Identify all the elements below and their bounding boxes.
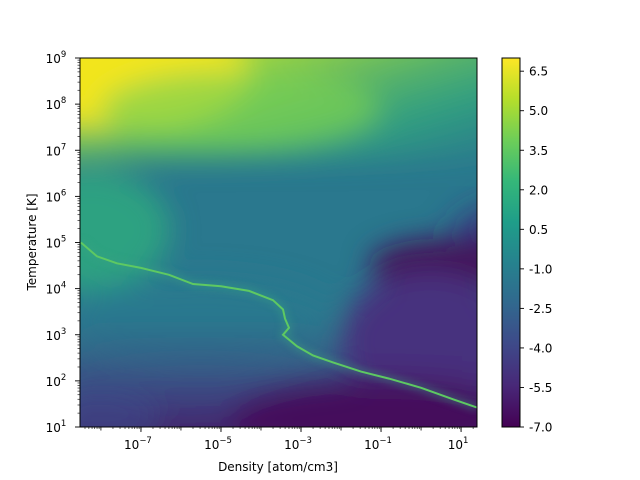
x-axis: 10−7 10−5 10−3 10−1 101 xyxy=(84,427,474,452)
x-tick-label: 10−5 xyxy=(204,436,232,452)
y-tick-label: 109 xyxy=(46,50,67,66)
colorbar-tick-label: 6.5 xyxy=(529,65,548,79)
y-tick-label: 107 xyxy=(46,142,67,158)
colorbar-tick-label: -1.0 xyxy=(529,262,552,276)
y-tick-label: 102 xyxy=(46,373,67,389)
colorbar-tick-label: -2.5 xyxy=(529,302,552,316)
y-tick-label: 108 xyxy=(46,96,67,112)
ridge-curve xyxy=(80,241,477,409)
colorbar-tick-label: 3.5 xyxy=(529,144,548,158)
x-tick-label: 101 xyxy=(448,436,469,452)
y-tick-label: 105 xyxy=(46,235,67,251)
colorbar-tick-label: -7.0 xyxy=(529,421,552,435)
x-tick-label: 10−1 xyxy=(364,436,392,452)
colorbar: 6.5 5.0 3.5 2.0 0.5 -1.0 -2.5 -4.0 -5.5 -7.0 xyxy=(501,57,552,435)
heatmap xyxy=(80,58,477,427)
x-tick-label: 10−7 xyxy=(124,436,152,452)
y-tick-label: 101 xyxy=(46,419,67,435)
x-tick-label: 10−3 xyxy=(284,436,312,452)
y-axis-label: Temperature [K] xyxy=(25,193,39,291)
colorbar-frame xyxy=(501,57,521,428)
y-tick-label: 103 xyxy=(46,327,67,343)
colorbar-gradient xyxy=(502,58,520,427)
colorbar-tick-label: -4.0 xyxy=(529,341,552,355)
colorbar-tick-label: 0.5 xyxy=(529,223,548,237)
y-axis: 101 102 103 104 105 106 107 108 109 xyxy=(46,50,80,435)
colorbar-tick-label: -5.5 xyxy=(529,381,552,395)
colorbar-tick-label: 5.0 xyxy=(529,104,548,118)
colorbar-ticks: 6.5 5.0 3.5 2.0 0.5 -1.0 -2.5 -4.0 -5.5 -7.0 xyxy=(520,65,552,435)
x-axis-label: Density [atom/cm3] xyxy=(218,460,338,474)
y-tick-label: 104 xyxy=(46,281,67,297)
colorbar-tick-label: 2.0 xyxy=(529,183,548,197)
y-tick-label: 106 xyxy=(46,188,67,204)
